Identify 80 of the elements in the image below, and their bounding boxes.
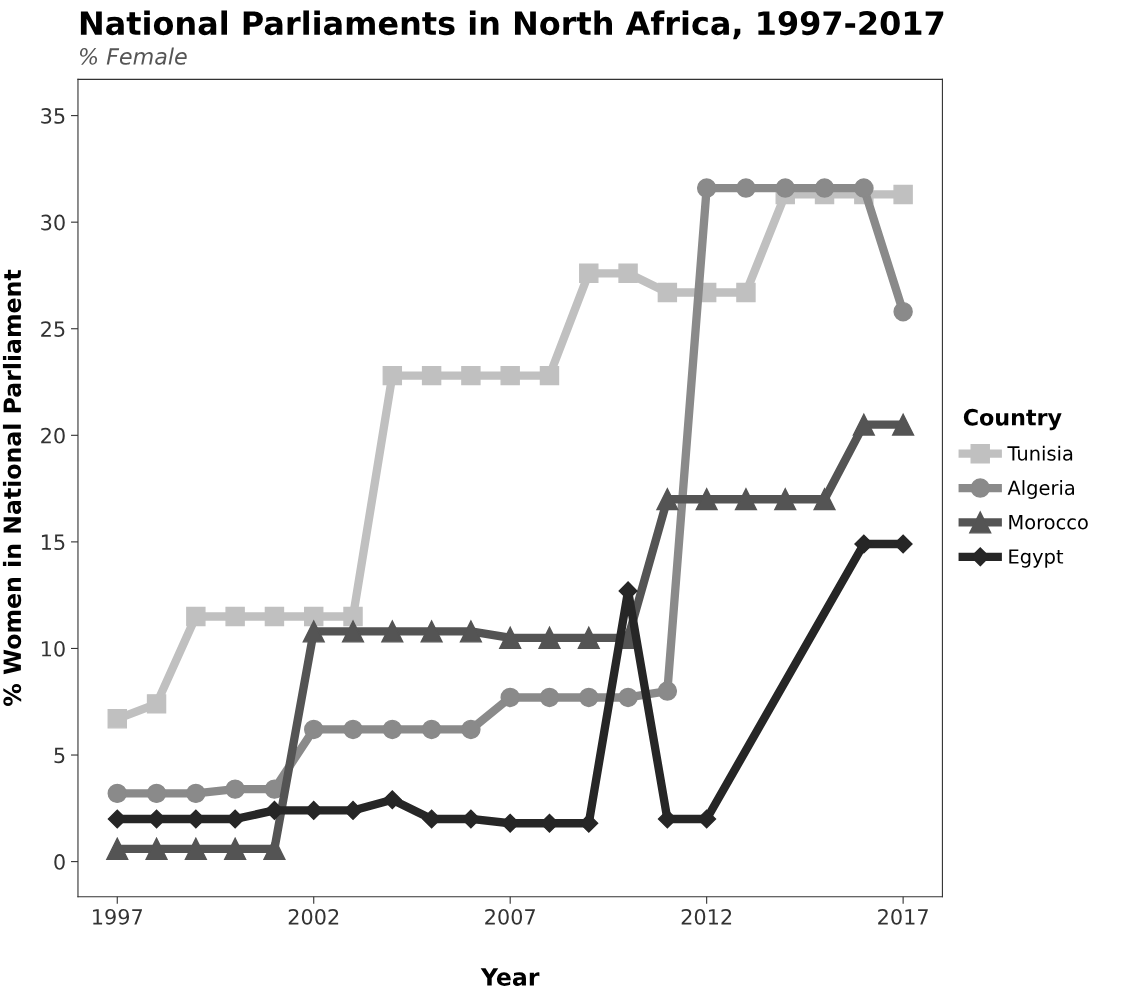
point: [813, 488, 836, 511]
y-tick-label: 25: [41, 321, 65, 337]
y-tick-label: 0: [54, 854, 65, 870]
legend-label: Tunisia: [1007, 445, 1073, 461]
point: [775, 178, 795, 198]
point: [499, 626, 522, 649]
point: [736, 282, 756, 303]
point: [107, 783, 127, 804]
point: [538, 626, 561, 649]
point: [579, 687, 599, 708]
point: [696, 178, 717, 198]
point: [186, 606, 206, 627]
point: [224, 837, 247, 860]
point: [146, 783, 167, 804]
point: [814, 178, 835, 198]
point: [657, 681, 678, 701]
point: [774, 488, 797, 511]
point: [146, 694, 167, 714]
point: [381, 620, 404, 643]
point: [302, 620, 325, 643]
point: [577, 626, 600, 649]
point: [736, 178, 756, 198]
legend-label: Egypt: [1009, 549, 1064, 568]
point: [461, 719, 481, 740]
point: [893, 301, 913, 322]
point: [186, 783, 206, 804]
point: [304, 606, 324, 627]
x-axis-title: Year: [480, 968, 540, 986]
x-tick-label: 2012: [681, 908, 732, 925]
point: [459, 620, 483, 643]
point: [225, 606, 245, 627]
x-tick-label: 1997: [93, 908, 142, 925]
point: [382, 365, 403, 386]
point: [500, 687, 520, 708]
point: [225, 779, 245, 799]
point: [461, 365, 481, 386]
y-tick-label: 30: [41, 214, 65, 231]
point: [618, 263, 638, 284]
point: [343, 719, 363, 740]
point: [264, 800, 284, 820]
point: [579, 263, 599, 284]
x-tick-label: 2002: [288, 908, 339, 925]
chart-title: National Parliaments in North Africa, 1997-2017: [80, 10, 944, 40]
point: [421, 719, 442, 740]
y-tick-label: 5: [54, 747, 65, 764]
point: [854, 178, 874, 198]
point: [500, 365, 520, 386]
point: [107, 709, 127, 729]
point: [656, 488, 679, 511]
y-tick-label: 35: [41, 108, 65, 124]
point: [618, 687, 638, 708]
point: [106, 837, 129, 860]
y-tick-label: 10: [41, 640, 65, 657]
point: [382, 790, 402, 810]
y-tick-label: 20: [41, 427, 65, 444]
point: [695, 488, 718, 511]
point: [893, 184, 913, 205]
point: [343, 606, 363, 627]
point: [421, 365, 442, 386]
y-tick-label: 15: [41, 534, 65, 551]
legend-title: Country: [963, 408, 1062, 431]
point: [420, 620, 443, 643]
y-axis-title: % Women in National Parliament: [2, 269, 22, 707]
point: [304, 719, 324, 740]
chart-subtitle: % Female: [79, 47, 187, 65]
point: [539, 365, 560, 386]
x-tick-label: 2007: [485, 908, 535, 925]
point: [852, 413, 875, 436]
point: [539, 687, 560, 708]
point: [184, 837, 207, 860]
point: [734, 488, 758, 511]
point: [145, 837, 168, 860]
x-tick-label: 2017: [878, 908, 928, 925]
point: [382, 719, 403, 740]
point: [341, 620, 365, 643]
legend-label: Algeria: [1007, 480, 1075, 499]
point: [264, 606, 285, 627]
point: [657, 282, 678, 303]
point: [892, 413, 915, 436]
legend-label: Morocco: [1009, 515, 1088, 530]
